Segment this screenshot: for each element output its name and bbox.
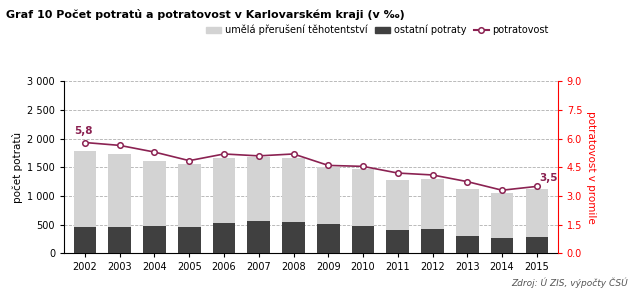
Bar <box>143 161 166 226</box>
Bar <box>213 158 235 223</box>
Text: 5,8: 5,8 <box>74 126 92 136</box>
Bar <box>247 221 270 253</box>
Bar <box>491 238 513 253</box>
Bar <box>387 230 409 253</box>
Bar <box>282 222 305 253</box>
Bar <box>456 236 479 253</box>
Bar <box>526 237 548 253</box>
Bar <box>74 151 96 227</box>
Text: Zdroj: Ú ZIS, výpočty ČSÚ: Zdroj: Ú ZIS, výpočty ČSÚ <box>512 278 628 288</box>
Text: Graf 10 Počet potratù a potratovost v Karlovarském kraji (v ‰): Graf 10 Počet potratù a potratovost v K… <box>6 9 405 20</box>
Bar <box>352 226 374 253</box>
Bar <box>491 193 513 238</box>
Y-axis label: počet potratù: počet potratù <box>12 132 23 203</box>
Bar <box>387 180 409 230</box>
Bar <box>456 189 479 236</box>
Text: 3,5: 3,5 <box>540 173 558 183</box>
Bar <box>421 228 444 253</box>
Bar <box>213 223 235 253</box>
Bar <box>421 179 444 228</box>
Bar <box>282 158 305 222</box>
Legend: umělá přerušení těhotentství, ostatní potraty, potratovost: umělá přerušení těhotentství, ostatní po… <box>203 21 553 39</box>
Bar <box>247 157 270 221</box>
Bar <box>317 224 340 253</box>
Bar <box>143 226 166 253</box>
Y-axis label: potratovost v promile: potratovost v promile <box>586 111 596 224</box>
Bar <box>178 228 201 253</box>
Bar <box>108 154 131 227</box>
Bar <box>352 169 374 226</box>
Bar <box>317 167 340 224</box>
Bar <box>108 227 131 253</box>
Bar <box>178 164 201 228</box>
Bar <box>526 189 548 237</box>
Bar <box>74 227 96 253</box>
